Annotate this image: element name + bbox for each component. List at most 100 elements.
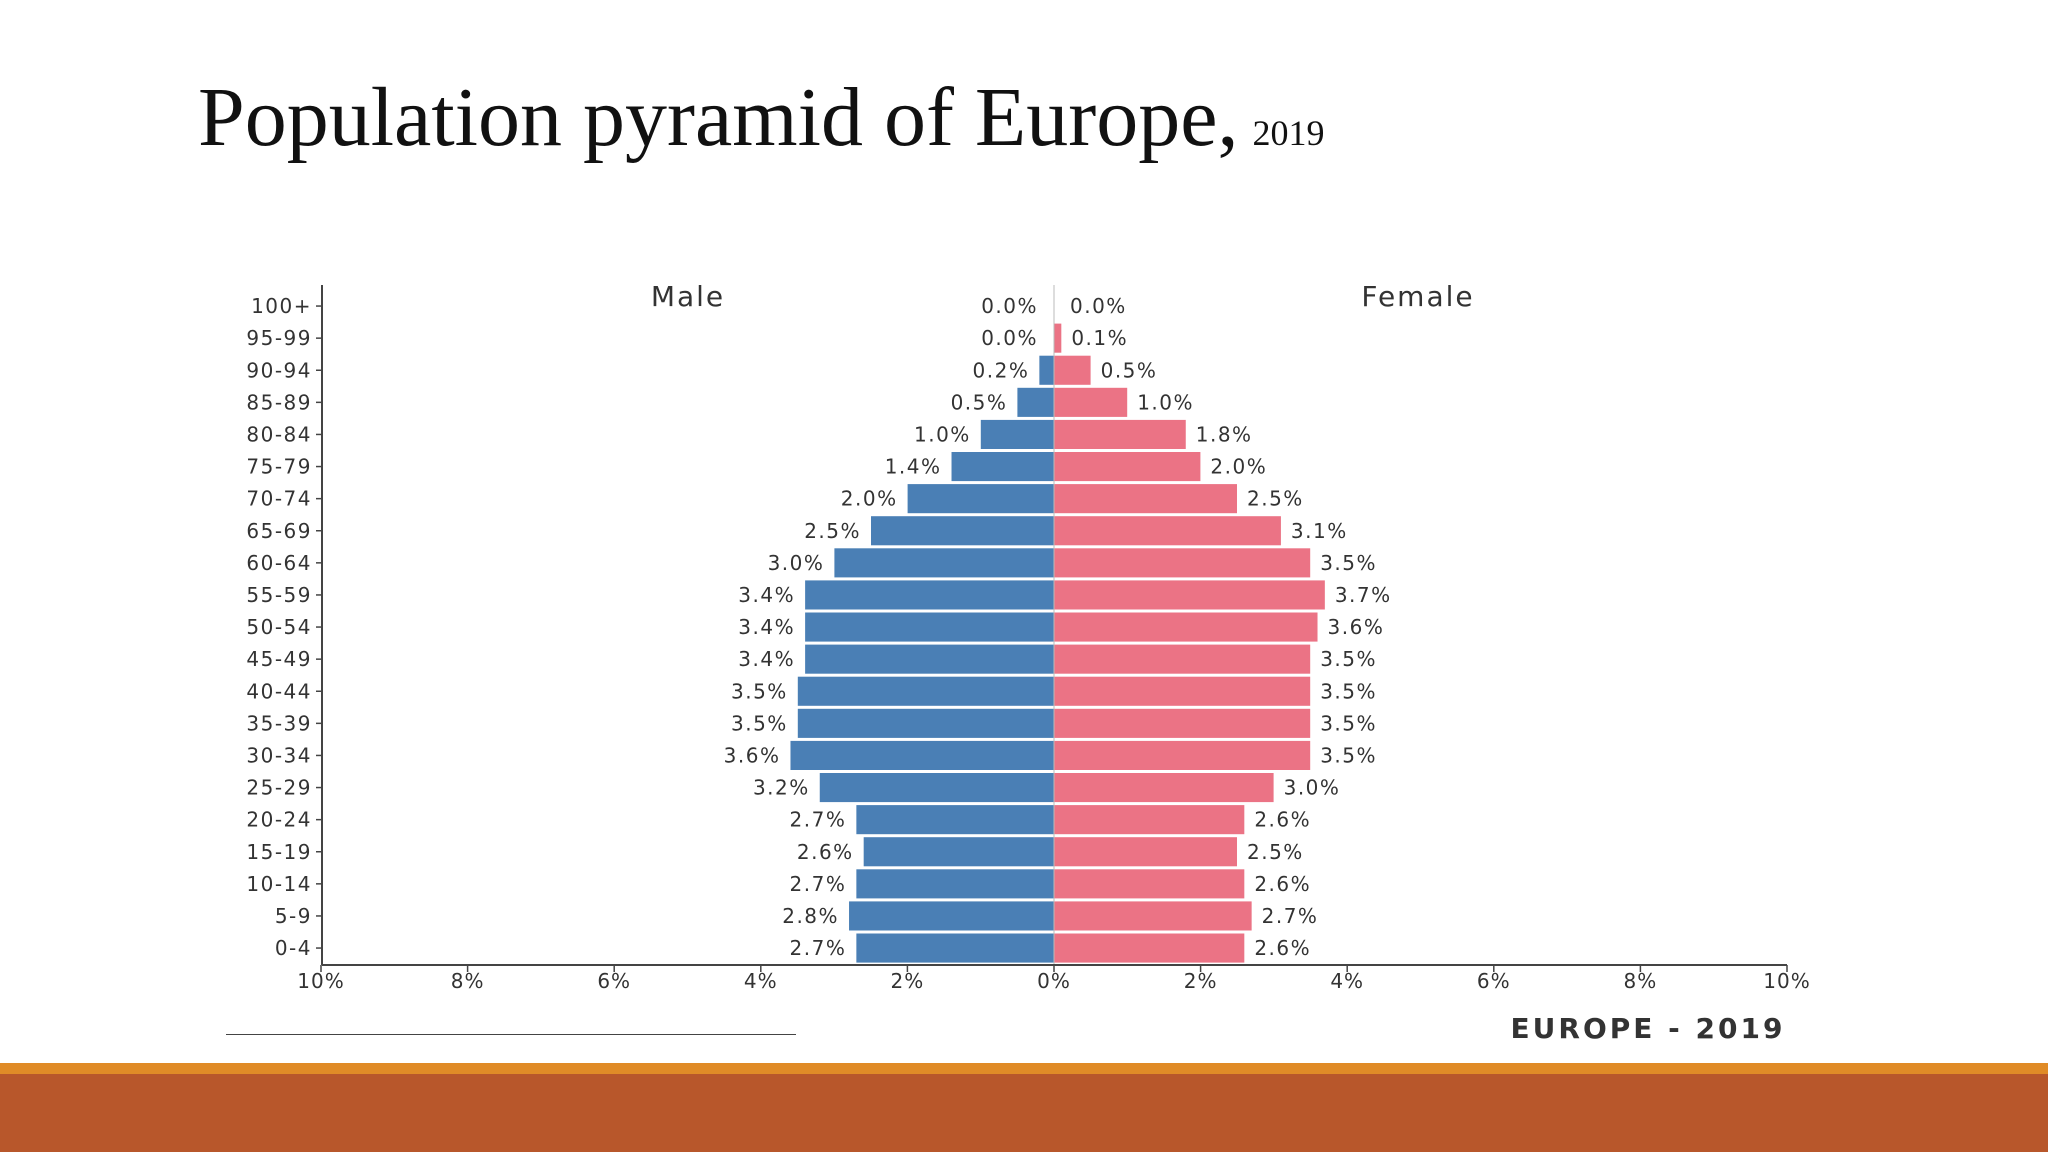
male-value-label: 1.4% — [885, 455, 942, 479]
female-value-label: 3.0% — [1284, 776, 1341, 800]
female-bar — [1054, 355, 1091, 385]
female-value-label: 2.5% — [1247, 840, 1304, 864]
age-group-label: 60-64 — [246, 551, 312, 575]
age-group-label: 100+ — [251, 294, 312, 318]
female-bar — [1054, 740, 1311, 770]
female-bar — [1054, 548, 1311, 578]
female-value-label: 2.0% — [1210, 455, 1267, 479]
female-bar — [1054, 837, 1237, 867]
male-bar — [907, 484, 1054, 514]
female-bar — [1054, 805, 1245, 835]
age-group-label: 5-9 — [275, 904, 312, 928]
male-value-label: 3.5% — [731, 711, 788, 735]
age-group-label: 90-94 — [246, 358, 312, 382]
male-value-label: 2.7% — [790, 936, 847, 960]
age-group-label: 15-19 — [246, 840, 312, 864]
female-bar — [1054, 773, 1274, 803]
female-bar — [1054, 612, 1318, 642]
age-group-label: 70-74 — [246, 487, 312, 511]
female-bar — [1054, 676, 1311, 706]
x-tick-label: 2% — [1184, 969, 1218, 993]
female-bar — [1054, 323, 1062, 353]
female-value-label: 1.0% — [1137, 390, 1194, 414]
slide-title-main: Population pyramid of Europe, — [198, 71, 1239, 164]
male-value-label: 2.8% — [782, 904, 839, 928]
male-value-label: 0.0% — [981, 326, 1038, 350]
x-tick-label: 2% — [891, 969, 925, 993]
age-group-label: 65-69 — [246, 519, 312, 543]
female-bar — [1054, 419, 1186, 449]
age-group-label: 30-34 — [246, 743, 312, 767]
female-value-label: 2.6% — [1254, 808, 1311, 832]
female-side-label: Female — [1361, 280, 1474, 313]
female-value-label: 2.7% — [1262, 904, 1319, 928]
male-bar — [834, 548, 1054, 578]
male-bar — [980, 419, 1054, 449]
male-bar — [951, 452, 1054, 482]
age-group-label: 45-49 — [246, 647, 312, 671]
male-value-label: 3.2% — [753, 776, 810, 800]
male-bar — [856, 933, 1054, 963]
male-value-label: 3.4% — [738, 647, 795, 671]
male-value-label: 3.6% — [724, 743, 781, 767]
female-value-label: 3.5% — [1320, 743, 1377, 767]
x-tick-label: 4% — [744, 969, 778, 993]
male-value-label: 2.5% — [804, 519, 861, 543]
bottom-accent-stripe — [0, 1063, 2048, 1074]
x-tick-label: 0% — [1037, 969, 1071, 993]
slide-title: Population pyramid of Europe, 2019 — [198, 76, 1324, 160]
female-bar — [1054, 644, 1311, 674]
male-value-label: 2.0% — [841, 487, 898, 511]
male-value-label: 0.2% — [973, 358, 1030, 382]
male-bar — [849, 901, 1054, 931]
x-tick-label: 10% — [1763, 969, 1810, 993]
male-value-label: 0.0% — [981, 294, 1038, 318]
female-bar — [1054, 933, 1245, 963]
age-group-label: 35-39 — [246, 711, 312, 735]
female-value-label: 0.1% — [1071, 326, 1128, 350]
male-bar — [856, 869, 1054, 899]
chart-title: EUROPE - 2019 — [1511, 1012, 1786, 1045]
age-group-label: 75-79 — [246, 455, 312, 479]
female-value-label: 3.1% — [1291, 519, 1348, 543]
male-bar — [805, 612, 1054, 642]
age-group-label: 20-24 — [246, 808, 312, 832]
female-bar — [1054, 901, 1252, 931]
male-bar — [1017, 387, 1054, 417]
male-value-label: 1.0% — [914, 422, 971, 446]
x-tick-label: 6% — [1477, 969, 1511, 993]
age-group-label: 10-14 — [246, 872, 312, 896]
age-group-label: 25-29 — [246, 776, 312, 800]
female-value-label: 2.6% — [1254, 872, 1311, 896]
male-value-label: 3.0% — [768, 551, 825, 575]
male-value-label: 3.4% — [738, 583, 795, 607]
male-side-label: Male — [651, 280, 725, 313]
female-value-label: 3.6% — [1328, 615, 1385, 639]
age-group-label: 40-44 — [246, 679, 312, 703]
female-value-label: 3.5% — [1320, 551, 1377, 575]
x-tick-label: 8% — [1624, 969, 1658, 993]
male-value-label: 2.6% — [797, 840, 854, 864]
male-bar — [819, 773, 1054, 803]
x-tick-label: 8% — [451, 969, 485, 993]
male-bar — [797, 676, 1054, 706]
footer-divider-line — [226, 1034, 796, 1035]
age-group-label: 80-84 — [246, 422, 312, 446]
female-bar — [1054, 484, 1237, 514]
male-bar — [1039, 355, 1054, 385]
male-value-label: 3.4% — [738, 615, 795, 639]
female-value-label: 2.5% — [1247, 487, 1304, 511]
female-value-label: 0.0% — [1070, 294, 1127, 318]
age-group-label: 50-54 — [246, 615, 312, 639]
male-bar — [797, 708, 1054, 738]
x-tick-label: 4% — [1330, 969, 1364, 993]
x-tick-label: 10% — [297, 969, 344, 993]
female-value-label: 2.6% — [1254, 936, 1311, 960]
male-bar — [805, 580, 1054, 610]
female-bar — [1054, 452, 1201, 482]
male-bar — [871, 516, 1054, 546]
male-value-label: 0.5% — [951, 390, 1008, 414]
male-value-label: 2.7% — [790, 808, 847, 832]
age-group-label: 55-59 — [246, 583, 312, 607]
